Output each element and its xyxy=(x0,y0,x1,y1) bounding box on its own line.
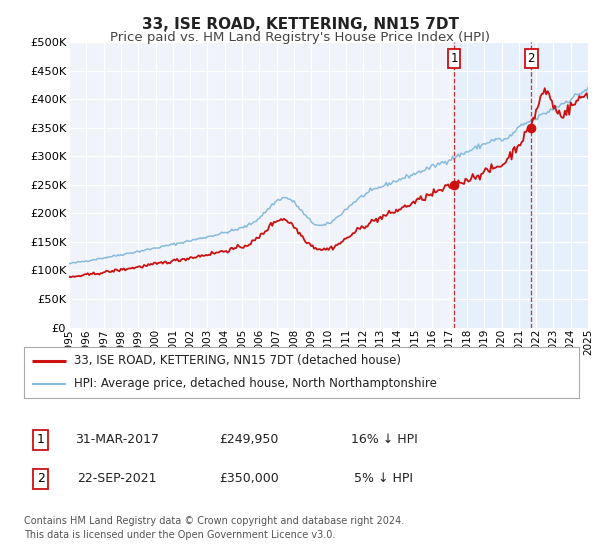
Text: 1: 1 xyxy=(37,433,45,446)
Text: 5% ↓ HPI: 5% ↓ HPI xyxy=(355,472,413,486)
Text: 2: 2 xyxy=(37,472,45,486)
Text: HPI: Average price, detached house, North Northamptonshire: HPI: Average price, detached house, Nort… xyxy=(74,377,437,390)
Text: 31-MAR-2017: 31-MAR-2017 xyxy=(75,433,159,446)
Text: 33, ISE ROAD, KETTERING, NN15 7DT: 33, ISE ROAD, KETTERING, NN15 7DT xyxy=(142,17,458,32)
Text: 16% ↓ HPI: 16% ↓ HPI xyxy=(350,433,418,446)
Text: Price paid vs. HM Land Registry's House Price Index (HPI): Price paid vs. HM Land Registry's House … xyxy=(110,31,490,44)
Text: 1: 1 xyxy=(450,52,458,65)
Text: 22-SEP-2021: 22-SEP-2021 xyxy=(77,472,157,486)
Bar xyxy=(454,42,596,328)
Text: 33, ISE ROAD, KETTERING, NN15 7DT (detached house): 33, ISE ROAD, KETTERING, NN15 7DT (detac… xyxy=(74,354,401,367)
Text: 2: 2 xyxy=(527,52,535,65)
Text: £350,000: £350,000 xyxy=(219,472,279,486)
Text: Contains HM Land Registry data © Crown copyright and database right 2024.
This d: Contains HM Land Registry data © Crown c… xyxy=(24,516,404,539)
Text: £249,950: £249,950 xyxy=(220,433,278,446)
